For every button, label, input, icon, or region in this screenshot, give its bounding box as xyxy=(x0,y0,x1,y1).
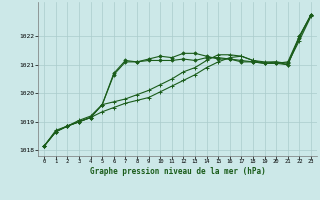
X-axis label: Graphe pression niveau de la mer (hPa): Graphe pression niveau de la mer (hPa) xyxy=(90,167,266,176)
